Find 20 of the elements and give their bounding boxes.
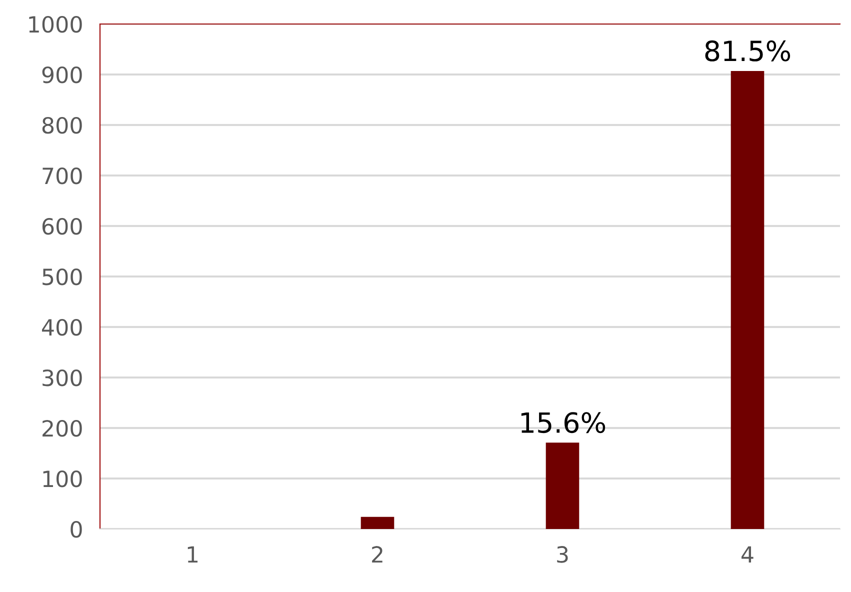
y-tick-label: 800 xyxy=(42,116,82,134)
y-tick-label: 600 xyxy=(42,218,82,235)
y-tick-label: 400 xyxy=(42,318,82,336)
x-tick-label: 1 xyxy=(188,546,198,563)
y-tick-label: 900 xyxy=(42,66,82,84)
y-tick-label: 300 xyxy=(42,369,82,386)
x-tick-label: 4 xyxy=(742,546,754,563)
bar xyxy=(546,442,580,529)
y-tick-label: 100 xyxy=(43,470,82,488)
bar xyxy=(730,70,764,529)
y-tick-label: 200 xyxy=(42,420,82,437)
y-tick-label: 1000 xyxy=(29,16,82,33)
y-tick-label: 0 xyxy=(70,520,82,538)
y-tick-label: 500 xyxy=(42,268,82,286)
x-tick-label: 2 xyxy=(372,546,382,563)
bar xyxy=(360,516,394,529)
annotation: 81.5% xyxy=(705,40,790,62)
annotation: 15.6% xyxy=(521,412,606,434)
y-tick-label: 700 xyxy=(42,167,82,184)
x-tick-label: 3 xyxy=(557,546,568,563)
